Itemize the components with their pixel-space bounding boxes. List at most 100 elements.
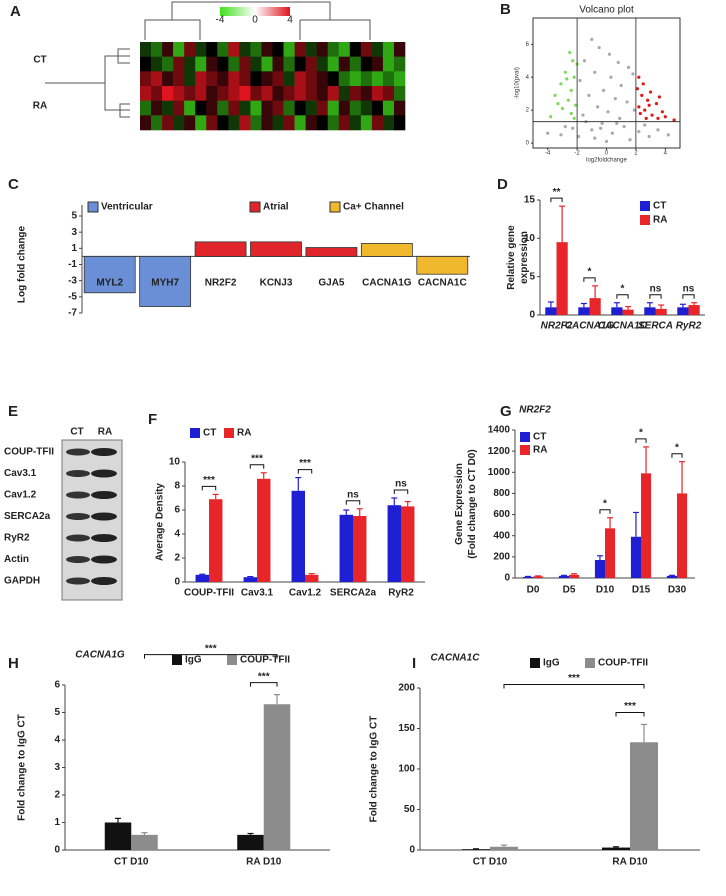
heat-cell xyxy=(272,100,284,116)
heat-cell xyxy=(250,42,262,57)
legend-swatch xyxy=(640,201,650,211)
y-tick-label: 10 xyxy=(169,457,181,468)
heat-cell xyxy=(349,86,362,101)
heat-cell xyxy=(294,71,306,87)
x-tick-label: CT D10 xyxy=(114,857,149,868)
y-tick-label: 8 xyxy=(174,481,180,492)
point xyxy=(647,103,651,107)
blot-row: SERCA2a xyxy=(4,511,51,522)
bar xyxy=(644,307,656,315)
heat-cell xyxy=(195,56,207,72)
y-tick-label: 6 xyxy=(526,42,530,48)
y-tick-label: 1 xyxy=(71,243,77,254)
point xyxy=(572,116,576,120)
legend-swatch xyxy=(190,428,200,438)
heat-cell xyxy=(261,42,273,57)
heat-cell xyxy=(393,115,406,131)
dendrogram xyxy=(45,1,371,118)
point xyxy=(597,46,601,50)
heat-cell xyxy=(261,115,273,131)
y-tick-label: 0 xyxy=(529,310,535,321)
point xyxy=(571,59,575,63)
heat-cell xyxy=(261,86,273,101)
heat-cell xyxy=(371,71,384,87)
blot-band xyxy=(66,577,90,585)
heat-cell xyxy=(140,115,152,131)
y-axis-label: Fold change to IgG CT xyxy=(369,716,380,823)
point xyxy=(613,97,617,101)
point xyxy=(625,100,629,104)
heat-cell xyxy=(195,71,207,87)
heat-cell xyxy=(305,86,317,101)
point xyxy=(563,125,567,129)
heat-cell xyxy=(349,56,362,72)
x-tick-label: 2 xyxy=(634,151,638,157)
bar xyxy=(533,576,544,578)
point xyxy=(637,105,641,109)
significance-label: * xyxy=(621,283,625,294)
y-tick-label: 6 xyxy=(54,680,60,691)
heat-cell xyxy=(349,71,362,87)
heat-cell xyxy=(294,56,306,72)
heat-cell xyxy=(283,71,295,87)
panel-letter: C xyxy=(8,176,19,193)
significance-bracket xyxy=(682,294,695,299)
legend-label: Ventricular xyxy=(101,202,153,213)
heat-cell xyxy=(239,100,251,116)
panel-letter: B xyxy=(500,1,511,18)
blot-band xyxy=(66,448,90,456)
significance-label: * xyxy=(603,498,607,509)
bar xyxy=(622,309,634,315)
heat-cell xyxy=(327,42,340,57)
y-tick-label: 2 xyxy=(174,553,180,564)
point xyxy=(571,126,575,130)
heat-cell xyxy=(206,56,218,72)
bar xyxy=(387,505,401,582)
heat-cell xyxy=(239,115,251,131)
point xyxy=(618,116,622,120)
panel-letter: D xyxy=(497,176,508,193)
blot-band xyxy=(91,491,117,499)
heat-cell xyxy=(250,100,262,116)
significance-bracket xyxy=(615,711,645,717)
point xyxy=(641,82,645,86)
heat-cell xyxy=(217,42,229,57)
bar xyxy=(195,574,209,582)
heat-cell xyxy=(272,42,284,57)
x-tick-label: D15 xyxy=(632,585,651,596)
bar xyxy=(237,834,264,850)
blot-row: Cav3.1 xyxy=(4,468,37,479)
legend-label: CT xyxy=(653,201,666,212)
heat-cell xyxy=(316,56,329,72)
heat-cell xyxy=(184,86,196,101)
heat-cell xyxy=(272,86,284,101)
significance-label: ns xyxy=(395,479,407,490)
point xyxy=(593,136,597,140)
y-axis-label: Log fold change xyxy=(17,225,28,303)
legend-label: CT xyxy=(533,432,546,443)
x-tick-label: D10 xyxy=(596,585,615,596)
y-tick-label: 5 xyxy=(71,211,77,222)
blot-column: CT xyxy=(70,427,83,438)
heat-cell xyxy=(173,86,185,101)
heat-cell xyxy=(140,100,152,116)
heat-cell xyxy=(316,115,329,131)
x-tick-label: 4 xyxy=(664,151,668,157)
heat-cell xyxy=(327,86,340,101)
significance-bracket xyxy=(649,294,662,299)
heat-cell xyxy=(151,115,163,131)
colorbar xyxy=(220,7,290,16)
point xyxy=(553,93,557,97)
legend-swatch xyxy=(87,201,99,213)
x-tick-label: RA D10 xyxy=(246,857,282,868)
significance-label: * xyxy=(588,267,592,278)
blot-column: RA xyxy=(98,427,112,438)
heat-cell xyxy=(272,71,284,87)
y-axis-label: Average Density xyxy=(155,483,166,561)
blot-membrane xyxy=(61,439,123,601)
significance-label: *** xyxy=(624,701,636,712)
point xyxy=(578,78,582,83)
bar xyxy=(522,576,533,578)
point xyxy=(572,75,576,79)
significance-bracket xyxy=(297,469,313,474)
